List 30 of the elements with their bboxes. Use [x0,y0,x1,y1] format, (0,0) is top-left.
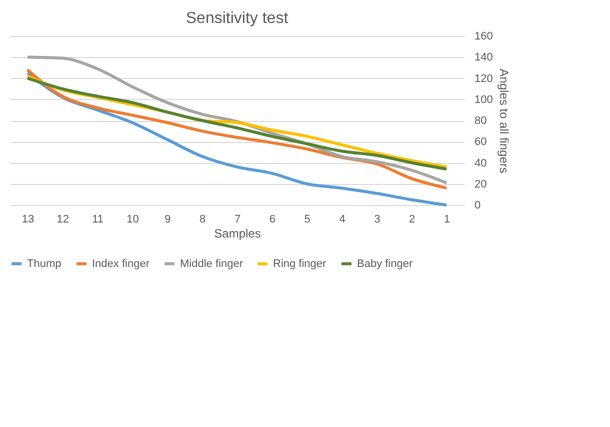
x-tick-label: 4 [339,214,346,226]
x-tick-label: 13 [22,214,34,226]
legend-label: Ring finger [273,258,327,270]
y-tick-label: 40 [474,157,487,170]
y-tick-label: 140 [474,52,493,64]
x-tick-label: 6 [269,214,276,226]
x-tick-label: 10 [126,214,139,226]
x-tick-label: 7 [234,214,241,226]
legend-label: Index finger [92,258,150,270]
x-tick-label: 9 [164,214,171,226]
chart-title: Sensitivity test [186,10,289,27]
x-tick-label: 11 [92,214,104,226]
y-tick-label: 0 [474,200,481,212]
x-tick-label: 1 [444,214,450,226]
x-tick-label: 8 [200,214,206,226]
legend-label: Baby finger [357,258,413,270]
x-tick-label: 5 [304,214,310,226]
y-tick-label: 80 [474,115,487,127]
x-tick-label: 2 [409,214,416,226]
y-tick-label: 20 [474,178,487,190]
y-tick-label: 120 [474,72,493,85]
y-tick-label: 100 [474,94,493,106]
x-tick-label: 3 [374,214,380,226]
y-tick-label: 60 [474,136,487,148]
legend-label: Thump [27,258,62,270]
y-tick-label: 160 [474,30,493,42]
y-axis-title: Angles to all fingers [496,68,511,174]
x-axis-title: Samples [214,226,261,240]
legend-label: Middle finger [180,258,244,270]
x-tick-label: 12 [56,214,70,226]
